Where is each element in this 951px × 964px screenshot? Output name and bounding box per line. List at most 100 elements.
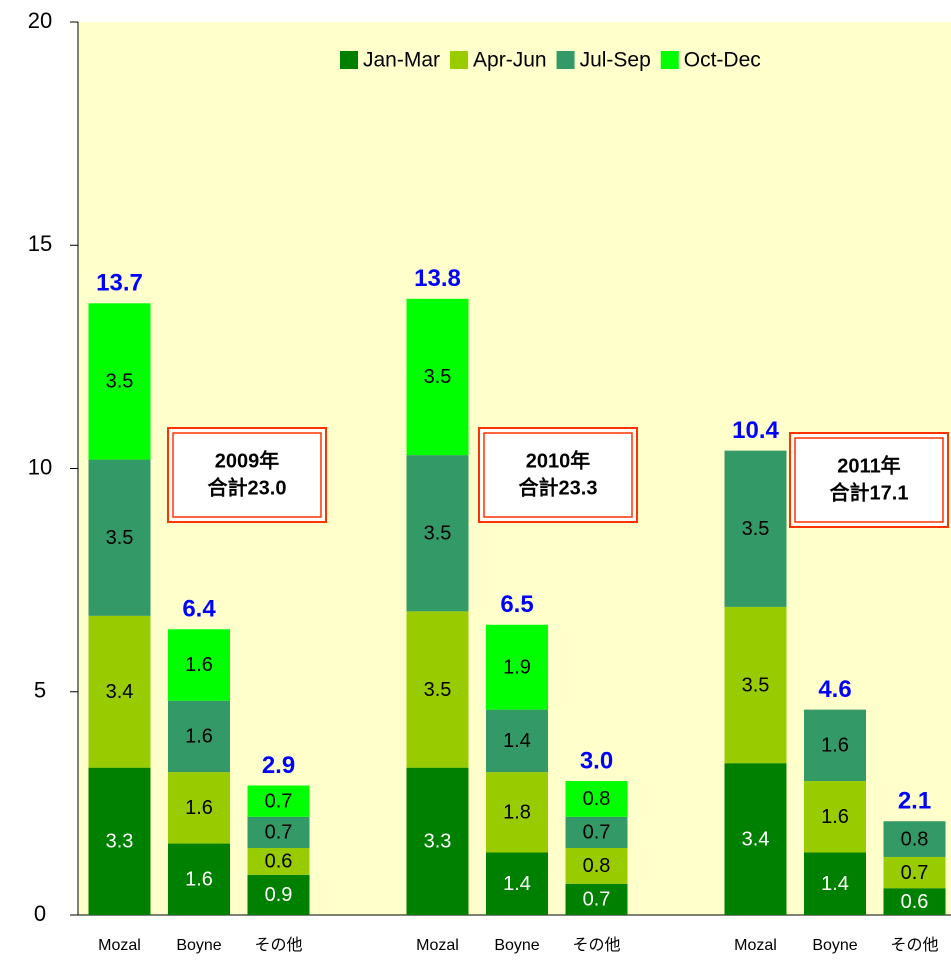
annotation-text: 合計23.3 (519, 475, 598, 499)
legend-swatch (450, 51, 469, 69)
segment-label: 0.7 (583, 822, 611, 844)
bar-segment (168, 772, 230, 844)
bar-segment (247, 785, 310, 817)
bar-segment (486, 624, 548, 710)
bar-segment (486, 709, 548, 773)
bar-segment (88, 767, 151, 915)
bar-segment (804, 852, 866, 915)
segment-label: 1.6 (821, 735, 849, 757)
segment-label: 3.5 (424, 366, 452, 388)
annotation-text: 2009年 (215, 448, 280, 472)
segment-label: 0.7 (901, 862, 929, 884)
segment-label: 1.4 (821, 873, 849, 895)
x-tick-label: Boyne (812, 937, 857, 954)
annotation-text: 合計23.0 (208, 475, 287, 499)
segment-label: 3.4 (106, 681, 134, 703)
total-label: 10.4 (732, 417, 779, 444)
bar-segment (168, 629, 230, 701)
bar-segment (565, 883, 628, 915)
segment-label: 1.6 (185, 726, 213, 748)
bar-segment (883, 821, 946, 857)
legend-swatch (340, 51, 358, 69)
legend-label: Jan-Mar (363, 49, 440, 72)
segment-label: 1.6 (821, 806, 849, 828)
segment-label: 1.6 (185, 654, 213, 676)
x-tick-label: その他 (890, 936, 938, 954)
segment-label: 0.9 (265, 884, 293, 906)
total-label: 6.5 (500, 591, 533, 618)
segment-label: 3.5 (424, 523, 452, 545)
annotation-box-inner (794, 437, 944, 523)
bar-segment (883, 888, 946, 915)
bar-segment (486, 772, 548, 853)
x-tick-label: Mozal (98, 937, 141, 954)
total-label: 6.4 (182, 596, 216, 623)
bar-segment (804, 781, 866, 853)
segment-label: 1.6 (185, 797, 213, 819)
segment-label: 0.8 (583, 788, 611, 810)
legend-label: Apr-Jun (473, 49, 547, 72)
annotation-box-inner (483, 432, 633, 518)
segment-label: 0.7 (265, 790, 293, 812)
total-label: 4.6 (818, 676, 851, 703)
segment-label: 0.7 (583, 889, 611, 911)
bar-segment (724, 606, 787, 764)
legend-label: Jul-Sep (580, 49, 651, 72)
legend-swatch (660, 51, 679, 69)
segment-label: 3.5 (742, 518, 770, 540)
segment-label: 3.5 (742, 674, 770, 696)
annotation-text: 合計17.1 (830, 480, 909, 504)
annotation-text: 2011年 (837, 453, 900, 477)
segment-label: 1.4 (503, 730, 531, 752)
bar-segment (724, 763, 787, 915)
segment-label: 1.6 (185, 869, 213, 891)
x-tick-label: Boyne (176, 937, 221, 954)
total-label: 13.7 (96, 270, 143, 297)
segment-label: 1.4 (503, 873, 531, 895)
bar-segment (406, 298, 469, 456)
y-tick-label: 10 (28, 454, 52, 479)
x-tick-label: Boyne (494, 937, 539, 954)
segment-label: 0.7 (265, 822, 293, 844)
y-tick-label: 15 (28, 231, 52, 256)
segment-label: 1.8 (503, 802, 531, 824)
x-tick-label: その他 (254, 936, 302, 954)
bar-segment (88, 303, 151, 460)
segment-label: 3.3 (424, 831, 452, 853)
bar-segment (247, 848, 310, 875)
annotation-box-inner (172, 432, 322, 518)
total-label: 3.0 (580, 747, 613, 774)
bar-segment (406, 455, 469, 612)
segment-label: 3.4 (742, 828, 770, 850)
bar-segment (247, 816, 310, 849)
bar-segment (168, 700, 230, 773)
bar-segment (883, 856, 946, 889)
segment-label: 0.6 (901, 891, 929, 913)
segment-label: 0.6 (265, 851, 293, 873)
annotation-text: 2010年 (526, 448, 591, 472)
x-tick-label: Mozal (734, 937, 777, 954)
total-label: 13.8 (414, 265, 461, 292)
bar-segment (565, 816, 628, 849)
segment-label: 0.8 (583, 855, 611, 877)
bar-segment (88, 459, 151, 616)
legend-swatch (556, 51, 575, 69)
bar-segment (247, 874, 310, 915)
bar-segment (804, 709, 866, 782)
segment-label: 3.5 (106, 371, 134, 393)
bar-segment (724, 450, 787, 607)
y-tick-label: 0 (34, 901, 46, 926)
annotation-box (789, 432, 949, 528)
y-tick-label: 5 (34, 678, 46, 703)
legend-label: Oct-Dec (684, 49, 761, 72)
segment-label: 3.3 (106, 831, 134, 853)
annotation-box (478, 427, 638, 523)
segment-label: 3.5 (106, 527, 134, 549)
segment-label: 3.5 (424, 679, 452, 701)
segment-label: 1.9 (503, 656, 531, 678)
total-label: 2.9 (262, 752, 295, 779)
bar-segment (486, 852, 548, 915)
bar-segment (406, 767, 469, 915)
bar-segment (88, 615, 151, 768)
